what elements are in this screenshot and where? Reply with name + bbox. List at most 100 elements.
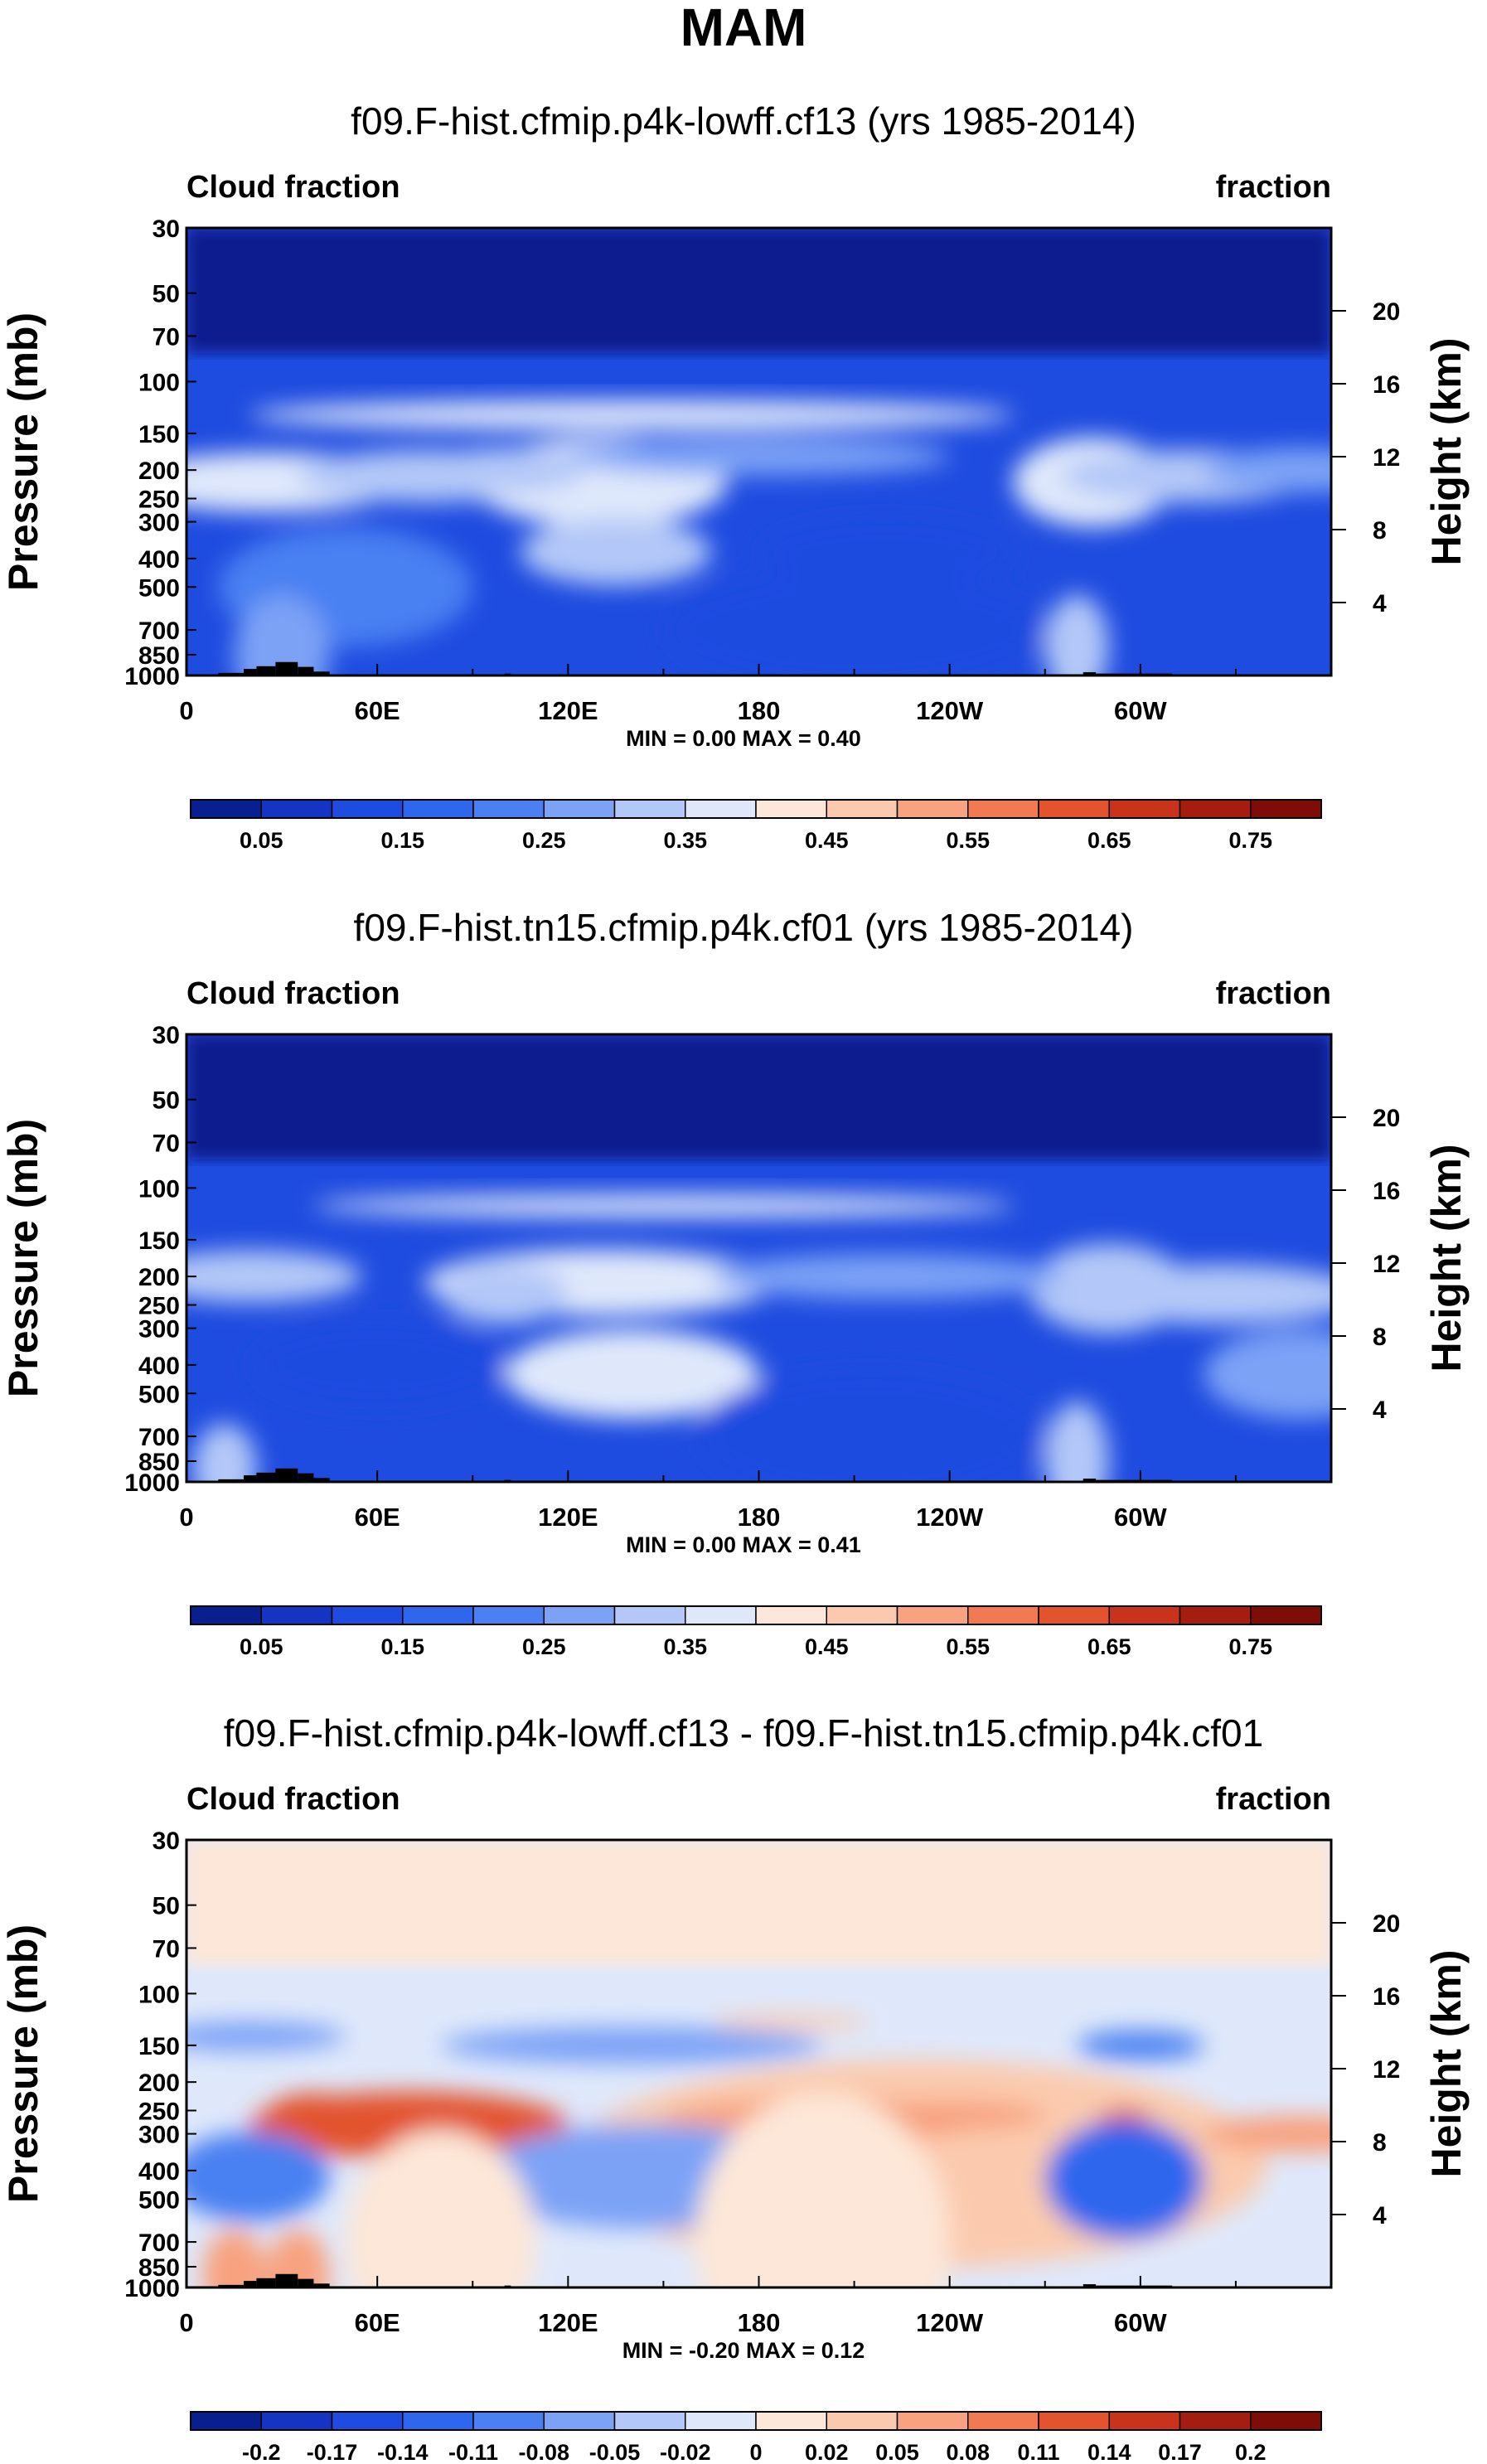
field-blob bbox=[504, 1329, 759, 1420]
field-blob bbox=[1204, 2115, 1331, 2153]
height-tick-label: 20 bbox=[1373, 1105, 1400, 1132]
y-tick-label: 400 bbox=[138, 546, 180, 574]
terrain-block bbox=[1083, 672, 1097, 675]
terrain-block bbox=[298, 1473, 314, 1482]
x-tick-label: 60E bbox=[355, 696, 400, 725]
colorbar-box bbox=[685, 1605, 757, 1625]
colorbar-box bbox=[1250, 799, 1322, 819]
left-label: Cloud fraction bbox=[186, 170, 400, 205]
field-blob bbox=[1204, 1329, 1331, 1420]
field-blob bbox=[249, 1319, 505, 1410]
colorbar-box bbox=[543, 2411, 616, 2431]
colorbar-box bbox=[967, 1605, 1039, 1625]
field-group bbox=[186, 1034, 1331, 1482]
y-tick-label: 300 bbox=[138, 510, 180, 537]
field-blob bbox=[249, 399, 1014, 430]
y-tick-label: 100 bbox=[138, 1981, 180, 2008]
colorbar-label: 0.15 bbox=[380, 828, 424, 853]
colorbar-box bbox=[402, 1605, 474, 1625]
field-blob bbox=[313, 1194, 1014, 1217]
colorbar-label: 0.11 bbox=[1017, 2440, 1059, 2464]
y-tick-label: 500 bbox=[138, 1381, 180, 1408]
colorbar-label: -0.17 bbox=[307, 2440, 358, 2464]
height-tick-label: 20 bbox=[1373, 1910, 1400, 1938]
colorbar-box bbox=[1250, 1605, 1322, 1625]
y-axis-label: Pressure (mb) bbox=[0, 1924, 46, 2203]
colorbar-box bbox=[402, 2411, 474, 2431]
colorbar-label: 0.17 bbox=[1158, 2440, 1202, 2464]
field-blob bbox=[1077, 2030, 1204, 2060]
field-blobs bbox=[186, 1194, 1331, 1482]
colorbar-label: -0.02 bbox=[660, 2440, 711, 2464]
x-tick-label: 120E bbox=[538, 1503, 598, 1532]
x-tick-label: 120W bbox=[916, 1503, 984, 1532]
y-axis-label: Pressure (mb) bbox=[0, 312, 46, 591]
colorbar-box bbox=[826, 1605, 898, 1625]
field-blob bbox=[758, 514, 1014, 589]
height-tick-label: 8 bbox=[1373, 1324, 1387, 1351]
colorbar-box bbox=[1038, 1605, 1110, 1625]
colorbar-box bbox=[190, 799, 262, 819]
field-blob bbox=[710, 1254, 1061, 1300]
colorbar-box bbox=[331, 1605, 404, 1625]
height-tick-label: 16 bbox=[1373, 1178, 1400, 1205]
colorbar-label: 0.55 bbox=[946, 828, 990, 853]
terrain-block bbox=[275, 661, 298, 675]
colorbar-label: 0.25 bbox=[522, 828, 566, 853]
field-group bbox=[186, 228, 1331, 675]
height-tick-label: 4 bbox=[1373, 2202, 1387, 2229]
colorbar-box bbox=[826, 2411, 898, 2431]
field-blob bbox=[1044, 594, 1109, 675]
colorbar-box bbox=[1179, 2411, 1252, 2431]
y-tick-label: 1000 bbox=[124, 1469, 180, 1497]
colorbar-box bbox=[967, 2411, 1039, 2431]
field-blob bbox=[1204, 448, 1331, 493]
field-blob bbox=[695, 2093, 950, 2287]
colorbar-label: -0.2 bbox=[242, 2440, 281, 2464]
colorbar-box bbox=[755, 2411, 827, 2431]
colorbar-box bbox=[1179, 1605, 1252, 1625]
panel-title: f09.F-hist.cfmip.p4k-lowff.cf13 (yrs 198… bbox=[351, 99, 1136, 143]
y-tick-label: 100 bbox=[138, 1175, 180, 1203]
colorbar-frame bbox=[190, 799, 1322, 819]
x-tick-label: 60E bbox=[355, 2308, 400, 2337]
y-tick-label: 70 bbox=[153, 1130, 180, 1157]
field-blob bbox=[1044, 2120, 1204, 2240]
field-blob bbox=[520, 518, 711, 586]
figure-title: MAM bbox=[681, 0, 807, 57]
y-tick-label: 300 bbox=[138, 1316, 180, 1343]
x-tick-label: 180 bbox=[738, 2308, 781, 2337]
colorbar-box bbox=[896, 1605, 969, 1625]
height-tick-label: 4 bbox=[1373, 1397, 1387, 1424]
x-tick-label: 60E bbox=[355, 1503, 400, 1532]
colorbar-label: 0.45 bbox=[805, 1634, 849, 1659]
panel-title: f09.F-hist.tn15.cfmip.p4k.cf01 (yrs 1985… bbox=[354, 906, 1134, 949]
field-group bbox=[186, 1840, 1331, 2287]
colorbar-box bbox=[1108, 1605, 1181, 1625]
colorbar-label: -0.14 bbox=[377, 2440, 429, 2464]
x-tick-label: 180 bbox=[738, 1503, 781, 1532]
colorbar-box bbox=[1179, 799, 1252, 819]
field-blob bbox=[202, 2229, 266, 2287]
field-blob bbox=[695, 1369, 1045, 1482]
colorbar-label: 0.65 bbox=[1087, 828, 1131, 853]
colorbar-label: 0.05 bbox=[240, 828, 283, 853]
field-blob bbox=[186, 2132, 330, 2222]
colorbar-box bbox=[1108, 2411, 1181, 2431]
y2-axis-label: Height (km) bbox=[1423, 1145, 1470, 1372]
terrain-block bbox=[275, 2273, 298, 2287]
left-label: Cloud fraction bbox=[186, 1782, 400, 1817]
y-tick-label: 200 bbox=[138, 457, 180, 485]
x-tick-label: 120E bbox=[538, 2308, 598, 2337]
y-axis-label: Pressure (mb) bbox=[0, 1119, 46, 1397]
colorbar-box bbox=[613, 2411, 686, 2431]
y-tick-label: 70 bbox=[153, 1935, 180, 1963]
height-tick-label: 12 bbox=[1373, 444, 1400, 472]
height-tick-label: 8 bbox=[1373, 517, 1387, 545]
right-label: fraction bbox=[1216, 976, 1331, 1011]
colorbar-box bbox=[190, 2411, 262, 2431]
y-tick-label: 500 bbox=[138, 574, 180, 602]
field-blob bbox=[1077, 1264, 1331, 1324]
colorbar-label: 0.08 bbox=[946, 2440, 990, 2464]
colorbar-label: 0.2 bbox=[1235, 2440, 1267, 2464]
